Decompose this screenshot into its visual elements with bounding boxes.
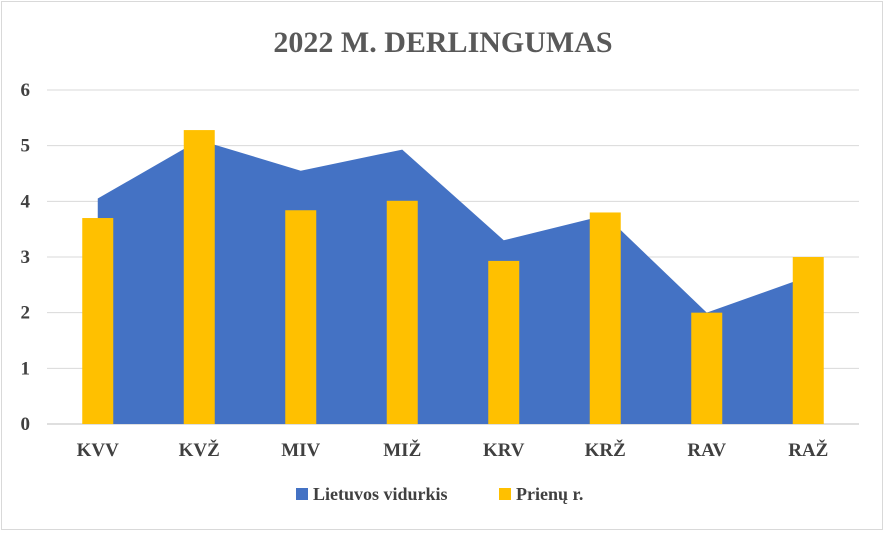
y-tick-label: 6 — [21, 80, 31, 101]
x-tick-label: KRŽ — [585, 439, 626, 461]
bar-prienu-r — [589, 212, 621, 424]
y-tick-label: 1 — [21, 358, 31, 379]
chart-title: 2022 M. DERLINGUMAS — [273, 26, 612, 59]
y-axis-ticks: 0 1 2 3 4 5 6 — [21, 80, 31, 435]
legend-label-prienu-r: Prienų r. — [516, 484, 583, 504]
y-tick-label: 2 — [21, 303, 31, 324]
area-series — [97, 140, 809, 424]
legend-swatch-prienu-r — [499, 488, 511, 500]
bar-prienu-r — [285, 210, 317, 424]
legend: Lietuvos vidurkis Prienų r. — [296, 484, 583, 504]
x-tick-label: KVŽ — [179, 439, 220, 461]
y-tick-label: 5 — [21, 136, 31, 157]
bar-prienu-r — [183, 130, 215, 424]
legend-swatch-lietuvos-vidurkis — [296, 488, 308, 500]
x-tick-label: KRV — [483, 440, 525, 461]
bar-series — [82, 130, 824, 424]
y-tick-label: 4 — [21, 191, 31, 212]
bar-prienu-r — [82, 218, 114, 424]
bar-prienu-r — [488, 260, 520, 424]
x-tick-label: RAV — [687, 440, 726, 461]
area-lietuvos-vidurkis — [97, 140, 809, 424]
x-tick-label: MIV — [281, 440, 320, 461]
bar-prienu-r — [386, 200, 418, 424]
x-tick-label: MIŽ — [383, 439, 421, 461]
y-tick-label: 0 — [21, 414, 31, 435]
x-tick-label: RAŽ — [788, 439, 828, 461]
bar-prienu-r — [792, 257, 824, 424]
x-axis-ticks: KVV KVŽ MIV MIŽ KRV KRŽ RAV RAŽ — [77, 439, 829, 461]
x-tick-label: KVV — [77, 440, 120, 461]
legend-label-lietuvos-vidurkis: Lietuvos vidurkis — [313, 484, 448, 504]
y-tick-label: 3 — [21, 247, 31, 268]
bar-prienu-r — [691, 312, 723, 424]
